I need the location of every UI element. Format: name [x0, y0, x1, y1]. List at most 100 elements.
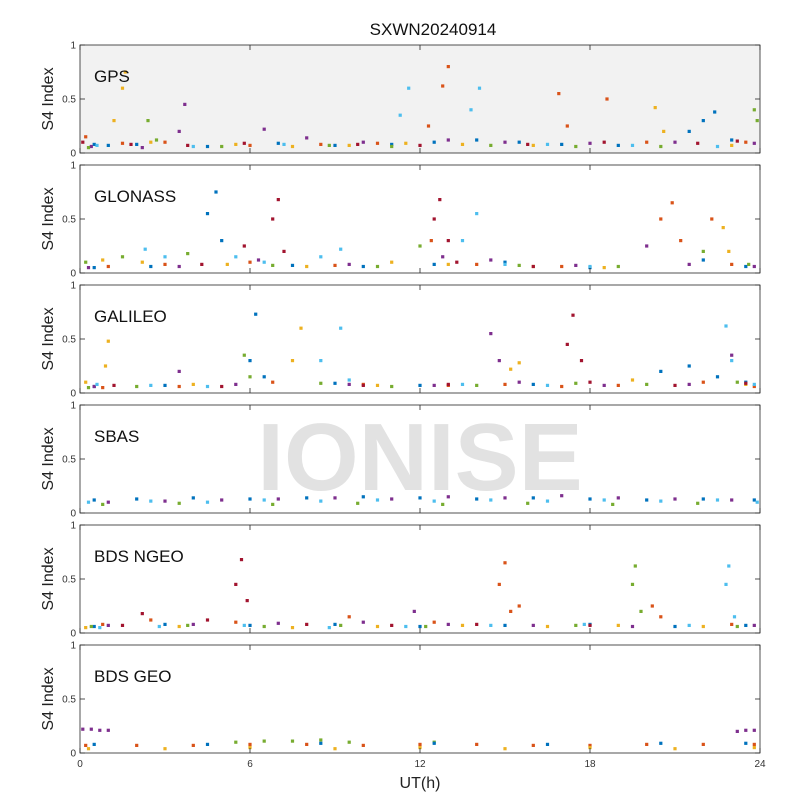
panel-label: BDS GEO	[94, 667, 171, 686]
data-point	[605, 97, 609, 101]
y-tick-label: 1	[70, 401, 76, 412]
data-point	[333, 496, 337, 500]
data-point	[560, 142, 564, 146]
data-point	[727, 564, 731, 568]
data-point	[333, 263, 337, 267]
data-point	[460, 142, 465, 146]
data-point	[262, 739, 266, 743]
data-point	[744, 741, 748, 745]
data-point	[560, 384, 564, 389]
panel-5: 0 0.5 1 0 6 12 18 24 BDS GEO S4 Index	[40, 641, 766, 771]
data-point	[404, 141, 408, 145]
data-point	[744, 381, 748, 385]
data-point	[112, 383, 116, 387]
data-point	[645, 382, 649, 386]
series-2-4	[86, 353, 739, 390]
data-point	[106, 728, 110, 732]
data-point	[735, 624, 739, 629]
data-point	[112, 119, 116, 123]
data-point	[234, 255, 238, 259]
y-tick-label: 0	[70, 269, 76, 280]
data-point	[245, 599, 249, 603]
data-point	[446, 65, 450, 69]
data-point	[234, 740, 238, 744]
data-point	[305, 264, 309, 269]
data-point	[333, 381, 337, 385]
data-point	[191, 144, 195, 149]
data-point	[730, 359, 734, 363]
data-point	[98, 626, 102, 630]
y-tick-label: 1	[70, 161, 76, 172]
data-point	[404, 624, 408, 629]
data-point	[163, 747, 167, 751]
data-point	[755, 119, 759, 123]
data-point	[256, 258, 261, 262]
data-point	[242, 623, 246, 627]
data-point	[135, 743, 139, 747]
data-point	[163, 140, 167, 144]
data-point	[687, 623, 691, 627]
data-point	[673, 497, 677, 501]
data-point	[143, 247, 147, 251]
data-point	[441, 84, 445, 88]
data-point	[446, 382, 450, 386]
series-0-3	[89, 102, 756, 150]
data-point	[106, 339, 110, 343]
data-point	[290, 263, 295, 267]
data-point	[361, 743, 365, 747]
data-point	[429, 239, 433, 243]
data-point	[489, 332, 493, 336]
data-point	[503, 747, 507, 751]
data-point	[602, 498, 606, 502]
data-point	[276, 198, 280, 202]
data-point	[701, 258, 705, 262]
data-point	[455, 260, 459, 264]
data-point	[282, 249, 286, 253]
data-point	[441, 255, 445, 259]
data-point	[659, 369, 663, 373]
panel-label: GPS	[94, 67, 130, 86]
series-1-5	[143, 212, 592, 269]
data-point	[92, 742, 96, 746]
data-point	[390, 142, 394, 146]
series-4-3	[106, 609, 756, 629]
data-point	[752, 728, 756, 732]
data-point	[271, 263, 275, 267]
data-point	[248, 375, 252, 379]
panel-label: GALILEO	[94, 307, 167, 326]
data-point	[616, 496, 620, 500]
data-point	[531, 382, 535, 386]
data-point	[630, 624, 635, 629]
data-point	[545, 499, 550, 503]
data-point	[673, 140, 677, 144]
data-point	[602, 140, 606, 144]
series-0-0	[92, 110, 734, 149]
data-point	[531, 143, 535, 147]
y-axis-label: S4 Index	[40, 187, 57, 250]
data-point	[710, 217, 714, 221]
data-point	[588, 141, 592, 145]
data-point	[687, 262, 691, 266]
data-point	[503, 623, 507, 627]
data-point	[361, 495, 365, 499]
data-point	[752, 382, 756, 386]
data-point	[86, 386, 91, 390]
data-point	[95, 143, 99, 147]
data-point	[242, 141, 246, 145]
data-point	[588, 497, 592, 501]
data-point	[375, 264, 380, 269]
series-1-6	[200, 198, 535, 269]
data-point	[84, 743, 88, 747]
data-point	[645, 742, 649, 746]
data-point	[135, 497, 139, 501]
data-point	[730, 353, 734, 357]
data-point	[545, 383, 550, 387]
data-point	[120, 255, 125, 259]
data-point	[744, 264, 748, 269]
data-point	[103, 364, 108, 368]
series-4-1	[101, 561, 734, 626]
data-point	[347, 262, 351, 266]
data-point	[418, 624, 422, 629]
data-point	[177, 369, 181, 373]
